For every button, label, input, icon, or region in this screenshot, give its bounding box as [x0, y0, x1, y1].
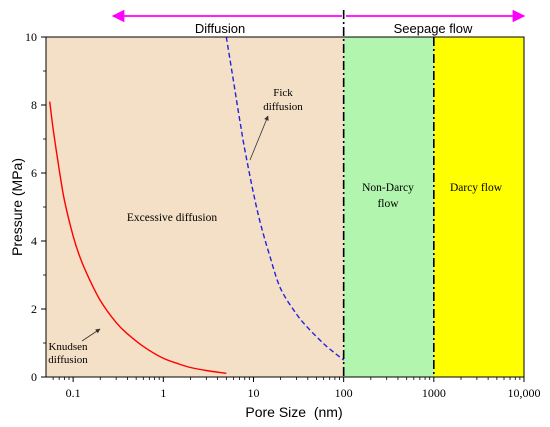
y-tick-label: 6: [31, 166, 37, 180]
non-darcy-label-line1: Non-Darcy: [362, 182, 414, 194]
darcy-flow-label: Darcy flow: [450, 182, 503, 194]
x-tick-label: 100: [335, 386, 353, 400]
y-tick-label: 10: [25, 30, 37, 44]
x-tick-label: 1: [160, 386, 166, 400]
fick-annotation-arrow: [249, 115, 269, 161]
x-tick-label: 10: [247, 386, 259, 400]
fick-annotation-line1: Fick: [273, 87, 293, 99]
y-axis-label: Pressure (MPa): [9, 158, 25, 256]
diffusion-arrow-label: Diffusion: [195, 21, 245, 36]
fick-diffusion-curve: [225, 36, 345, 361]
y-tick-label: 4: [31, 234, 37, 248]
seepage-flow-arrow-label: Seepage flow: [394, 21, 473, 36]
excessive-diffusion-region: [46, 37, 344, 377]
knudsen-diffusion-curve: [49, 101, 227, 374]
x-tick-label: 10,000: [508, 386, 541, 400]
non-darcy-label-line2: flow: [377, 198, 399, 210]
y-tick-label: 0: [31, 370, 37, 384]
knudsen-annotation-line2: diffusion: [48, 354, 88, 366]
knudsen-annotation-arrow: [81, 328, 101, 342]
x-axis-ticks: 0.1 1 10 100 1000 10,000: [52, 377, 541, 400]
knudsen-annotation-line1: Knudsen: [48, 341, 88, 353]
excessive-diffusion-label: Excessive diffusion: [127, 212, 217, 224]
non-darcy-region: [343, 37, 434, 377]
fick-annotation-line2: diffusion: [263, 101, 303, 113]
y-tick-label: 8: [31, 98, 37, 112]
x-tick-label: 0.1: [66, 386, 81, 400]
x-tick-label: 1000: [422, 386, 446, 400]
y-axis-ticks: 0 2 4 6 8 10: [25, 30, 46, 384]
x-axis-label: Pore Size (nm): [245, 404, 342, 420]
darcy-region: [433, 37, 524, 377]
y-tick-label: 2: [31, 302, 37, 316]
